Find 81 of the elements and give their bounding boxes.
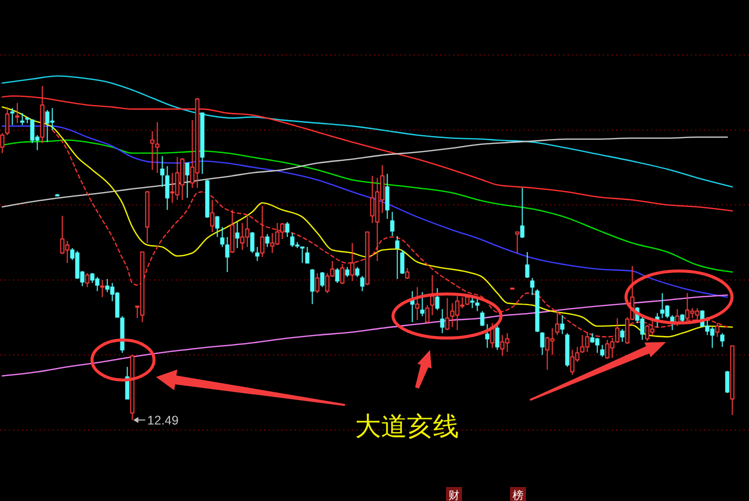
candlestick (415, 286, 420, 321)
candlestick (400, 249, 404, 275)
candlestick (300, 246, 304, 264)
candlestick (350, 242, 354, 282)
candlestick (155, 122, 160, 174)
candlestick (315, 272, 320, 294)
annotation: 12.49 (147, 414, 179, 428)
candlestick (250, 231, 254, 254)
candlestick (515, 231, 520, 254)
candlestick (255, 246, 260, 262)
candlestick (205, 179, 210, 218)
candlestick (235, 221, 240, 248)
candlestick (85, 272, 90, 288)
candlestick (390, 211, 394, 236)
candlestick (55, 193, 60, 196)
candlestick (335, 268, 340, 284)
candlestick (565, 332, 570, 368)
candlestick (440, 308, 444, 334)
candlestick (15, 102, 20, 124)
candlestick (555, 312, 560, 336)
candlestick (200, 112, 204, 174)
text: 榜 (512, 489, 524, 501)
candlestick (25, 116, 30, 124)
candlestick (10, 108, 14, 126)
candlestick (230, 209, 234, 254)
candlestick (525, 252, 530, 279)
candlestick (220, 226, 224, 248)
candlestick (405, 268, 410, 280)
candlestick (265, 233, 270, 248)
candlestick (680, 314, 684, 324)
candlestick (470, 296, 474, 309)
candlestick (560, 314, 564, 335)
candlestick (345, 266, 350, 278)
candlestick (540, 332, 544, 356)
candlestick (730, 345, 734, 416)
candlestick (430, 274, 434, 316)
candlestick (600, 344, 604, 358)
candlestick (485, 324, 490, 348)
candlestick (120, 316, 124, 354)
candlestick (320, 272, 324, 288)
candlestick (395, 235, 400, 280)
candlestick (425, 304, 430, 324)
candlestick (340, 264, 344, 285)
candlestick (715, 322, 720, 338)
candlestick (465, 296, 470, 306)
candlestick (130, 354, 134, 420)
candlestick (475, 298, 480, 312)
candlestick (305, 246, 310, 264)
candlestick (225, 236, 230, 273)
candlestick (480, 310, 484, 327)
candlestick (495, 324, 500, 350)
candlestick (435, 288, 440, 311)
candlestick (310, 268, 314, 305)
annotation: 大道亥线 (355, 411, 459, 441)
candlestick (720, 332, 724, 348)
candlestick (260, 205, 264, 258)
candlestick (420, 292, 424, 317)
candlestick (5, 106, 10, 136)
candlestick (535, 288, 540, 333)
candlestick (410, 290, 414, 323)
candlestick (675, 308, 680, 327)
text: 财 (448, 489, 460, 501)
candlestick (620, 328, 624, 342)
candlestick (145, 190, 150, 244)
candlestick (185, 162, 190, 198)
candlestick (445, 298, 450, 331)
candlestick (530, 278, 534, 296)
candlestick (365, 231, 370, 286)
candlestick (355, 266, 360, 278)
candlestick (165, 166, 170, 210)
candlestick (285, 221, 290, 238)
candlestick (210, 199, 214, 232)
candlestick (160, 156, 164, 188)
candlestick (215, 215, 220, 238)
candlestick (725, 370, 730, 394)
candlestick (360, 276, 364, 292)
candlestick (520, 187, 524, 238)
candlestick (150, 130, 154, 170)
candlestick (20, 112, 24, 126)
candlestick (385, 173, 390, 220)
candlestick (100, 280, 104, 298)
